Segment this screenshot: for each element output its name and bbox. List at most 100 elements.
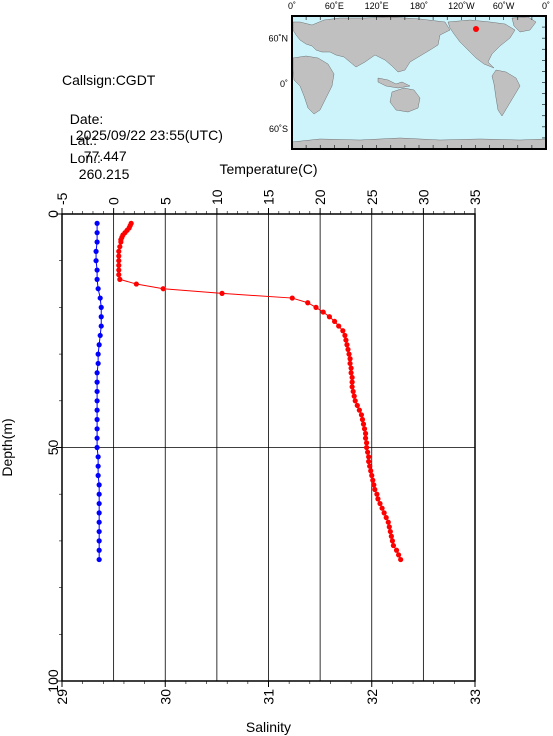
map-longitude-label: 120˚E — [365, 1, 389, 11]
series-salinity — [93, 220, 104, 563]
data-point — [350, 388, 356, 395]
data-point — [96, 556, 102, 563]
data-point — [116, 267, 122, 273]
y-axis-tick-label: 50 — [45, 440, 61, 456]
data-point — [326, 314, 333, 320]
data-point — [363, 444, 370, 451]
data-point — [342, 332, 348, 339]
date-value: 2025/09/22 23:55(UTC) — [75, 127, 223, 143]
data-point — [362, 430, 369, 437]
data-point — [375, 496, 381, 502]
data-point — [345, 346, 351, 353]
bottom-axis-title: Salinity — [246, 719, 291, 735]
data-point — [97, 332, 103, 339]
data-point — [93, 258, 99, 264]
data-point — [387, 528, 393, 535]
world-map: 0˚ 60˚E 120˚E 180˚ 120˚W 60˚W 0˚ 60˚N 0˚ 60˚S — [268, 1, 550, 150]
bottom-axis-tick-label: 33 — [467, 689, 483, 705]
data-point — [219, 290, 225, 296]
data-point — [362, 435, 369, 441]
date-row: Date: 2025/09/22 23:55(UTC) — [62, 95, 223, 143]
bottom-axis-tick-label: 32 — [364, 689, 380, 705]
data-point — [116, 248, 122, 254]
data-point — [377, 500, 383, 507]
bottom-axis-tick-label: 29 — [54, 689, 70, 705]
map-latitude-label: 60˚N — [268, 34, 288, 44]
data-point — [94, 388, 100, 395]
data-point — [93, 248, 99, 254]
map-land-africa — [292, 55, 335, 115]
data-point — [95, 286, 101, 292]
data-point — [96, 482, 102, 488]
map-longitude-label: 60˚W — [493, 1, 515, 11]
map-land-south-america — [491, 69, 521, 117]
lon-label: Lon.: — [69, 150, 101, 166]
series-line — [118, 223, 402, 560]
data-point — [96, 342, 102, 348]
data-point — [361, 426, 368, 432]
data-point — [348, 370, 354, 376]
map-land-australia — [389, 87, 421, 113]
data-point — [133, 281, 139, 287]
top-axis-title: Temperature(C) — [219, 161, 317, 177]
data-point — [96, 528, 102, 535]
map-longitude-label: 0˚ — [288, 1, 296, 11]
map-longitude-label: 180˚ — [410, 1, 428, 11]
data-point — [94, 444, 100, 451]
data-point — [94, 407, 100, 413]
data-point — [370, 477, 376, 483]
data-point — [359, 416, 366, 423]
data-point — [343, 337, 349, 343]
data-point — [95, 454, 101, 460]
data-point — [369, 472, 375, 479]
data-point — [94, 435, 100, 441]
data-point — [117, 276, 123, 282]
map-land-europe-asia — [292, 16, 451, 73]
data-point — [94, 276, 100, 282]
data-point — [94, 379, 100, 385]
data-point — [393, 547, 400, 553]
top-axis-tick-label: 25 — [364, 189, 380, 205]
data-point — [320, 309, 326, 315]
data-point — [97, 295, 103, 301]
data-point — [356, 407, 362, 413]
data-point — [371, 482, 377, 488]
data-point — [96, 491, 102, 497]
data-point — [305, 300, 311, 306]
data-point — [98, 323, 104, 329]
callsign-text: Callsign:CGDT — [62, 72, 156, 88]
data-point — [385, 519, 391, 525]
top-axis-tick-label: 5 — [157, 197, 173, 205]
data-point — [96, 519, 102, 525]
data-point — [366, 458, 372, 465]
bottom-axis-tick-label: 31 — [261, 689, 277, 705]
data-point — [94, 426, 100, 432]
top-axis-tick-label: 0 — [106, 197, 122, 205]
lon-row: Lon.: 260.215 — [62, 134, 130, 182]
profile-chart: -5 0 5 10 15 20 25 30 35 29 30 31 32 33 0 50 100 Tempera… — [0, 161, 483, 735]
map-longitude-label: 60˚E — [325, 1, 344, 11]
data-point — [94, 239, 100, 245]
data-point — [98, 314, 104, 320]
data-point — [94, 370, 100, 376]
data-point — [388, 533, 394, 539]
data-point — [349, 374, 355, 381]
data-point — [346, 351, 352, 357]
bottom-axis-tick-label: 30 — [157, 689, 173, 705]
data-point — [374, 491, 380, 497]
y-axis-tick-label: 100 — [45, 669, 61, 693]
top-axis-tick-label: -5 — [54, 192, 70, 205]
data-point — [367, 463, 373, 469]
map-land-north-america — [447, 19, 516, 69]
data-point — [96, 510, 102, 516]
data-point — [372, 486, 378, 493]
data-point — [117, 244, 123, 250]
data-point — [398, 556, 404, 563]
data-point — [383, 514, 389, 521]
data-point — [94, 416, 100, 423]
data-point — [118, 239, 124, 245]
data-point — [368, 468, 374, 474]
data-point — [96, 538, 102, 544]
data-point — [94, 267, 100, 273]
